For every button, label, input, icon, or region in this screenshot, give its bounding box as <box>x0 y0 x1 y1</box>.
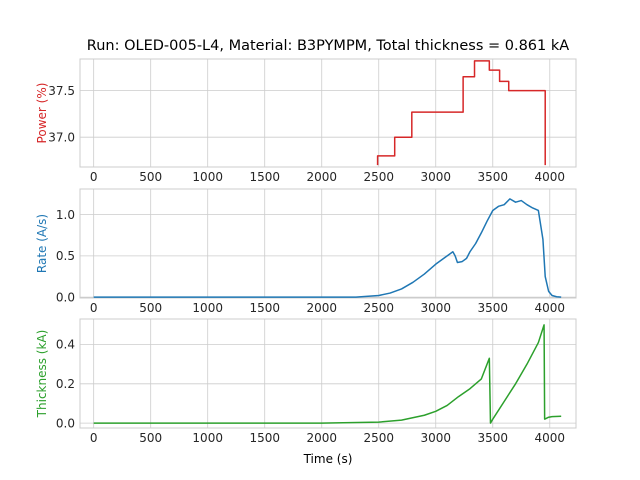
power-ytick-label: 37.0 <box>48 130 75 144</box>
power-ytick-label: 37.5 <box>48 84 75 98</box>
thickness-xtick-label: 4000 <box>535 431 566 445</box>
rate-xtick-label: 1500 <box>249 301 280 315</box>
power-xtick-label: 1000 <box>192 170 223 184</box>
rate-xtick-label: 2000 <box>306 301 337 315</box>
rate-ytick-label: 0.0 <box>56 290 75 304</box>
power-xtick-label: 0 <box>90 170 98 184</box>
thickness-xtick-label: 2000 <box>306 431 337 445</box>
rate-panel: 0 500 1000 1500 2000 2500 3000 3500 4000 0.0 0.5 1.… <box>35 188 577 315</box>
subplots: 0 500 1000 1500 2000 2500 3000 3500 4000 37.0 37.5… <box>35 58 577 445</box>
thickness-xtick-label: 1000 <box>192 431 223 445</box>
rate-axes-frame <box>79 188 577 299</box>
power-xtick-label: 2000 <box>306 170 337 184</box>
rate-xtick-label: 3000 <box>420 301 451 315</box>
thickness-xtick-label: 3000 <box>420 431 451 445</box>
thickness-xtick-label: 3500 <box>477 431 508 445</box>
rate-ytick-label: 1.0 <box>56 208 75 222</box>
power-xtick-label: 500 <box>139 170 162 184</box>
thickness-y-axis-label: Thickness (kA) <box>35 330 49 419</box>
rate-y-axis-label: Rate (A/s) <box>35 214 49 273</box>
thickness-panel: 0 500 1000 1500 2000 2500 3000 3500 4000 0.0 0.2 0.… <box>35 318 577 445</box>
power-xtick-label: 3000 <box>420 170 451 184</box>
rate-xtick-label: 3500 <box>477 301 508 315</box>
power-xtick-label: 2500 <box>363 170 394 184</box>
rate-ytick-label: 0.5 <box>56 249 75 263</box>
rate-xtick-label: 4000 <box>535 301 566 315</box>
thickness-xtick-label: 0 <box>90 431 98 445</box>
x-axis-label: Time (s) <box>303 452 353 466</box>
rate-xtick-label: 2500 <box>363 301 394 315</box>
thickness-ytick-label: 0.0 <box>56 416 75 430</box>
power-xtick-label: 4000 <box>535 170 566 184</box>
power-axes-frame <box>79 58 577 168</box>
power-xtick-label: 3500 <box>477 170 508 184</box>
thickness-ytick-label: 0.2 <box>56 377 75 391</box>
rate-xtick-label: 0 <box>90 301 98 315</box>
power-xtick-label: 1500 <box>249 170 280 184</box>
power-series-line <box>376 60 546 166</box>
thickness-xtick-label: 1500 <box>249 431 280 445</box>
rate-series-line <box>93 198 562 298</box>
rate-xtick-label: 1000 <box>192 301 223 315</box>
thickness-series-line <box>93 324 562 424</box>
power-y-axis-label: Power (%) <box>35 83 49 144</box>
thickness-axes-frame <box>79 318 577 429</box>
thickness-xtick-label: 500 <box>139 431 162 445</box>
rate-xtick-label: 500 <box>139 301 162 315</box>
thickness-xtick-label: 2500 <box>363 431 394 445</box>
thickness-ytick-label: 0.4 <box>56 338 75 352</box>
chart-title: Run: OLED-005-L4, Material: B3PYMPM, Tot… <box>87 38 569 54</box>
power-panel: 0 500 1000 1500 2000 2500 3000 3500 4000 37.0 37.5… <box>35 58 577 184</box>
